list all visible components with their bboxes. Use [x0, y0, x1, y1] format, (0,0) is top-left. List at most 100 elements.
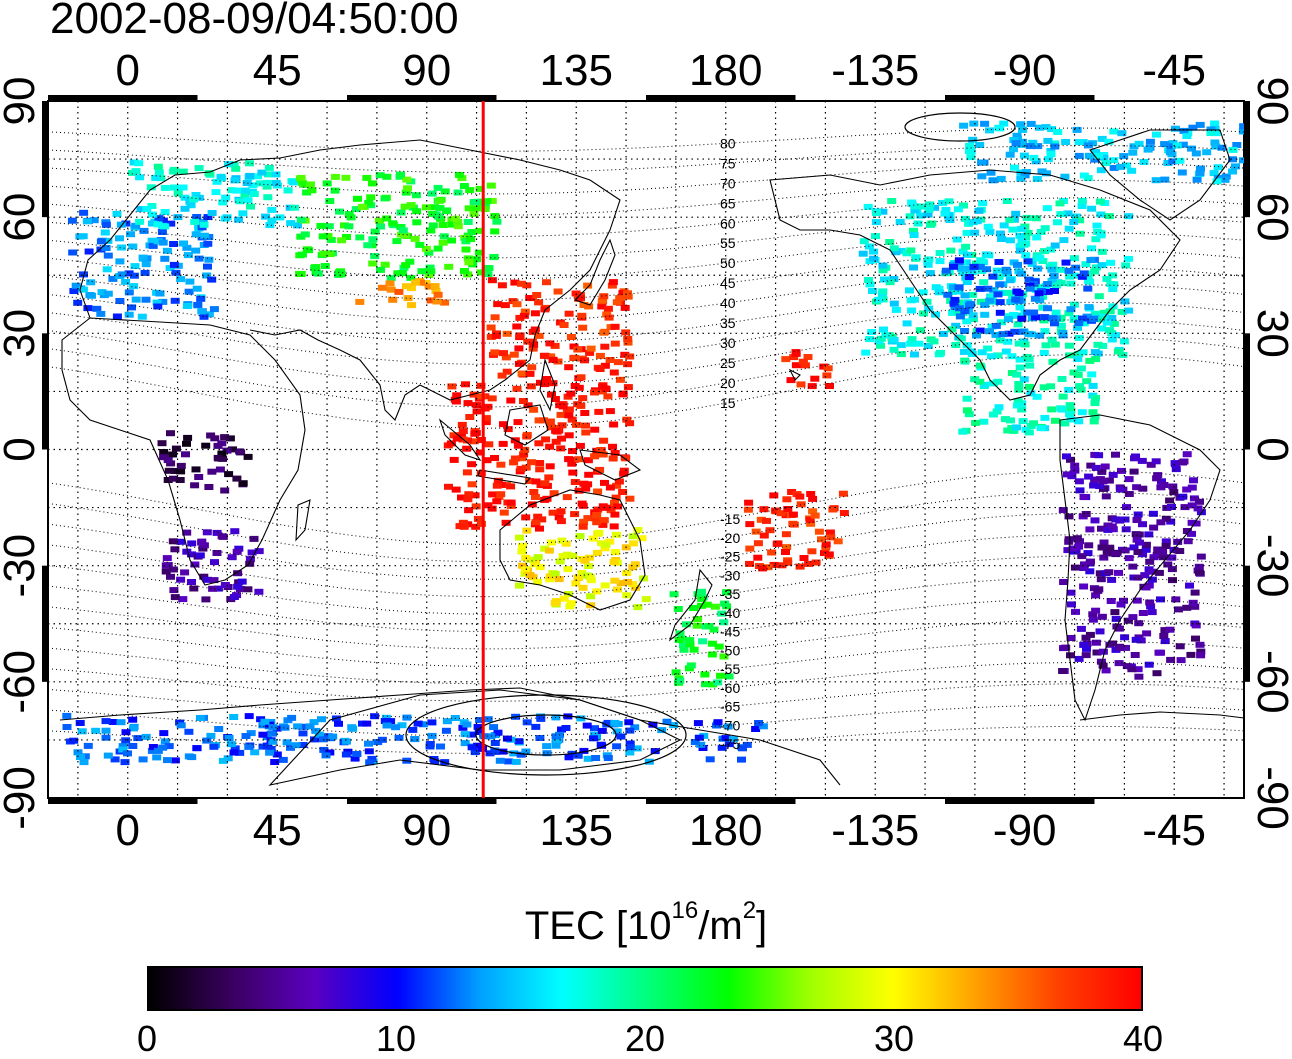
tec-patch [510, 455, 520, 462]
tec-patch [186, 202, 196, 209]
tec-patch [153, 303, 163, 310]
tec-patch [945, 217, 955, 223]
tec-patch [159, 454, 169, 461]
tec-patch [1194, 563, 1204, 570]
tec-patch [1104, 138, 1114, 145]
tec-patch [258, 731, 268, 738]
tec-patch [625, 740, 635, 747]
tec-patch [103, 752, 113, 759]
contour-label: 25 [720, 355, 736, 371]
tec-patch [514, 360, 524, 367]
tec-patch [578, 395, 588, 402]
tec-patch [254, 548, 264, 555]
tec-patch [571, 580, 581, 587]
tec-patch [535, 564, 545, 571]
tec-patch [1075, 383, 1084, 390]
tec-patch [1051, 309, 1061, 316]
tec-patch [992, 267, 1002, 274]
tec-patch [471, 523, 481, 530]
tec-patch [1058, 393, 1068, 400]
tec-patch [209, 577, 219, 584]
tec-patch [979, 418, 989, 425]
tec-patch [1131, 636, 1141, 643]
tec-patch [1099, 154, 1109, 161]
tec-patch [1105, 308, 1115, 315]
tec-patch [441, 727, 451, 734]
tec-patch [1191, 635, 1200, 642]
tec-patch [235, 198, 245, 205]
tec-patch [1134, 673, 1144, 680]
tec-patch [583, 457, 593, 464]
tec-patch [1221, 173, 1231, 180]
tec-patch [407, 302, 416, 309]
tec-patch [255, 180, 265, 187]
tec-patch [164, 467, 174, 474]
tec-patch [693, 616, 703, 623]
tec-patch [556, 411, 566, 418]
tec-patch [1188, 599, 1198, 606]
tec-patch [112, 313, 122, 320]
tec-patch [1098, 342, 1108, 349]
tec-patch [215, 466, 225, 473]
tec-patch [1132, 517, 1142, 523]
tec-patch [189, 585, 199, 592]
tec-patch [365, 759, 375, 766]
tec-patch [397, 722, 407, 729]
tec-patch [249, 535, 259, 542]
tec-patch [707, 651, 717, 658]
tec-patch [1109, 128, 1119, 135]
tec-patch [160, 223, 170, 230]
tec-patch [1101, 667, 1111, 674]
tec-patch [456, 432, 466, 439]
tec-patch [1060, 420, 1070, 427]
tec-patch [1083, 550, 1093, 557]
tec-patch [96, 246, 106, 253]
tec-patch [522, 719, 532, 726]
tec-patch [490, 228, 500, 235]
contour-label: -70 [720, 717, 740, 733]
magnetic-contour [47, 662, 1245, 702]
tec-patch [518, 562, 528, 569]
tec-patch [972, 260, 981, 267]
tec-patch [977, 267, 987, 274]
tec-patch [194, 194, 204, 201]
tec-patch [1041, 342, 1051, 349]
tec-patch [1015, 356, 1025, 363]
tec-patch [803, 354, 813, 360]
tec-patch [1094, 293, 1104, 300]
tec-patch [1048, 358, 1058, 365]
tec-patch [262, 743, 272, 750]
colorbar-tick-label: 20 [624, 1018, 666, 1059]
tec-patch [248, 182, 258, 189]
tec-patch [615, 376, 625, 383]
tec-patch [1065, 273, 1075, 280]
tec-patch [520, 570, 530, 577]
tec-patch [1119, 597, 1128, 604]
tec-patch [512, 385, 522, 392]
tec-patch [613, 359, 623, 366]
tec-patch [1010, 164, 1019, 171]
tec-patch [439, 233, 449, 240]
tec-patch [910, 351, 919, 358]
top-lon-tick: 180 [689, 46, 762, 95]
tec-patch [1168, 577, 1177, 584]
tec-patch [581, 422, 590, 429]
tec-patch [1166, 143, 1176, 150]
tec-patch [610, 577, 620, 584]
tec-patch [991, 322, 1001, 329]
tec-patch [204, 170, 214, 177]
tec-patch [155, 290, 165, 297]
tec-patch [486, 333, 496, 340]
tec-patch [1066, 416, 1076, 423]
tec-patch [454, 171, 464, 178]
tec-patch [1191, 622, 1201, 629]
tec-patch [907, 307, 917, 314]
tec-patch [128, 743, 138, 749]
tec-patch [487, 395, 497, 402]
tec-patch [1166, 656, 1176, 663]
tec-patch [971, 419, 981, 426]
tec-patch [151, 174, 161, 181]
tec-patch [539, 417, 548, 424]
tec-patch [1130, 652, 1140, 658]
tec-patch [218, 533, 228, 540]
